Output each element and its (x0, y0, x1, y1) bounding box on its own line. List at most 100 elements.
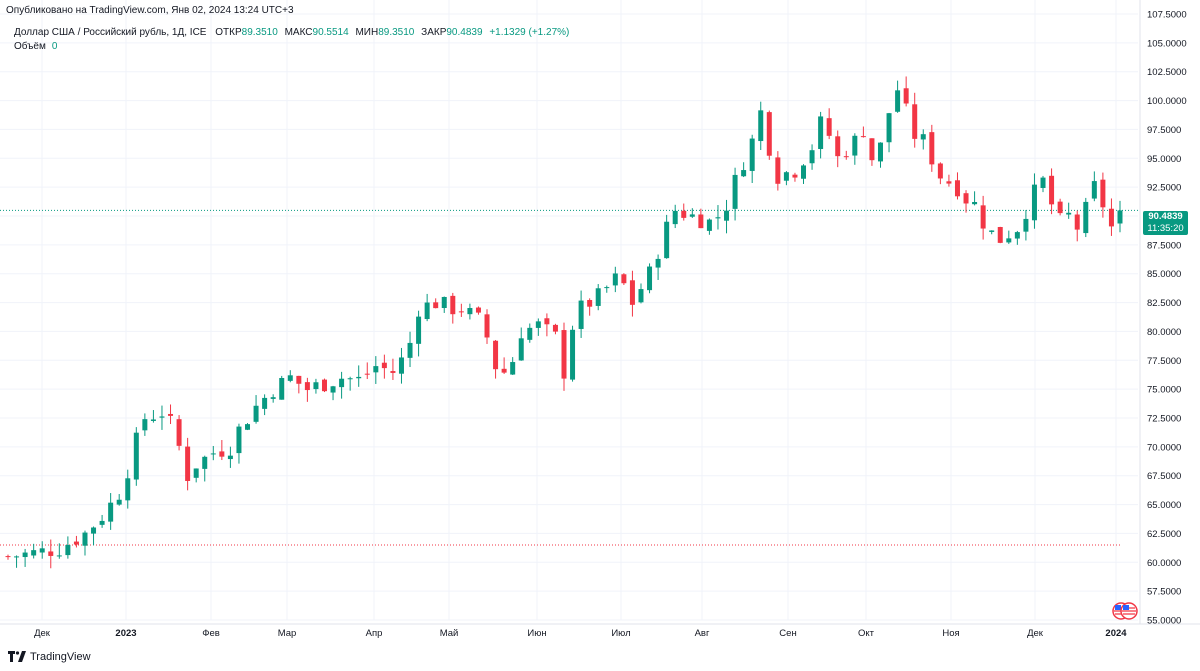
y-tick-label: 65.0000 (1147, 500, 1181, 511)
x-tick-label: 2024 (1105, 628, 1127, 639)
close-value: 90.4839 (446, 27, 483, 38)
candle-body (133, 432, 139, 480)
y-tick-label: 100.0000 (1147, 96, 1187, 107)
candle-body (381, 362, 387, 369)
candle-body (527, 327, 533, 340)
candle-body (561, 330, 567, 379)
candle-body (1031, 184, 1037, 221)
y-tick-label: 102.5000 (1147, 67, 1187, 78)
candle-body (304, 382, 310, 391)
candle-body (843, 156, 849, 158)
y-tick-label: 107.5000 (1147, 10, 1187, 21)
candle-body (433, 302, 439, 309)
candle-body (818, 116, 824, 150)
candle-body (390, 371, 396, 373)
candle-body (1083, 201, 1089, 234)
x-tick-label: Окт (858, 628, 875, 639)
current-price: 90.4839 (1148, 211, 1183, 222)
candle-body (903, 88, 909, 104)
candle-body (749, 138, 755, 171)
low-value: 89.3510 (378, 27, 415, 38)
candle-body (552, 324, 558, 332)
candle-body (801, 165, 807, 179)
candle-body (698, 214, 704, 229)
volume-label: Объём (14, 41, 46, 52)
high-label: МАКС (284, 27, 313, 38)
candle-body (73, 541, 79, 545)
y-tick-label: 105.0000 (1147, 38, 1187, 49)
candle-body (595, 288, 601, 306)
candle-body (741, 170, 747, 177)
candle-body (467, 308, 473, 315)
candle-body (150, 419, 156, 421)
change-value: +1.1329 (+1.27%) (489, 27, 570, 38)
y-tick-label: 87.5000 (1147, 240, 1181, 251)
candle-body (1108, 208, 1114, 227)
candle-body (612, 273, 618, 286)
candle-body (681, 210, 687, 218)
y-tick-label: 85.0000 (1147, 269, 1181, 280)
y-tick-label: 97.5000 (1147, 125, 1181, 136)
candle-body (82, 532, 88, 546)
x-tick-label: Апр (366, 628, 383, 639)
y-tick-label: 55.0000 (1147, 616, 1181, 627)
candle-body (997, 227, 1003, 243)
close-label: ЗАКР (421, 27, 447, 38)
candle-body (450, 295, 456, 315)
x-tick-label: Ноя (942, 628, 959, 639)
x-tick-label: Мар (278, 628, 297, 639)
candle-body (5, 556, 11, 558)
candle-body (946, 181, 952, 184)
candle-body (364, 373, 370, 375)
y-tick-label: 72.5000 (1147, 414, 1181, 425)
candle-body (1100, 179, 1106, 208)
candle-body (920, 134, 926, 140)
candle-body (262, 397, 268, 409)
candle-body (877, 142, 883, 162)
candle-body (954, 180, 960, 197)
candle-body (792, 174, 798, 178)
candle-body (989, 230, 995, 232)
candle-body (672, 210, 678, 225)
x-tick-label: Июл (611, 628, 630, 639)
symbol-title[interactable]: Доллар США / Российский рубль, 1Д, ICE (14, 27, 207, 38)
candle-body (142, 419, 148, 431)
us-flag-icon[interactable] (1112, 602, 1138, 620)
high-value: 90.5514 (312, 27, 349, 38)
candle-body (458, 311, 464, 313)
candle-body (1066, 212, 1072, 215)
candle-body (501, 368, 507, 373)
candle-body (758, 110, 764, 142)
candle-body (65, 544, 71, 556)
candle-body (416, 316, 422, 344)
candle-body (279, 378, 285, 400)
y-tick-label: 62.5000 (1147, 529, 1181, 540)
candle-body (1040, 177, 1046, 188)
candle-body (1057, 201, 1063, 214)
tradingview-footer[interactable]: TradingView (8, 651, 91, 663)
candle-body (31, 550, 37, 556)
x-tick-label: 2023 (115, 628, 136, 639)
y-tick-label: 80.0000 (1147, 327, 1181, 338)
candle-body (638, 289, 644, 303)
candle-body (48, 551, 54, 556)
candle-body (193, 468, 199, 478)
candle-body (296, 375, 302, 384)
candle-body (219, 451, 225, 457)
y-tick-label: 60.0000 (1147, 558, 1181, 569)
y-tick-label: 75.0000 (1147, 385, 1181, 396)
volume-value: 0 (51, 41, 58, 52)
y-tick-label: 95.0000 (1147, 154, 1181, 165)
candle-body (604, 287, 610, 289)
y-tick-label: 92.5000 (1147, 183, 1181, 194)
candle-body (664, 221, 670, 259)
candle-body (689, 214, 695, 217)
candle-body (245, 424, 251, 430)
published-caption: Опубликовано на TradingView.com, Янв 02,… (6, 5, 294, 16)
candle-body (706, 219, 712, 231)
candle-body (1117, 210, 1123, 224)
candle-body (963, 193, 969, 204)
x-tick-label: Сен (779, 628, 796, 639)
x-tick-label: Фев (202, 628, 220, 639)
